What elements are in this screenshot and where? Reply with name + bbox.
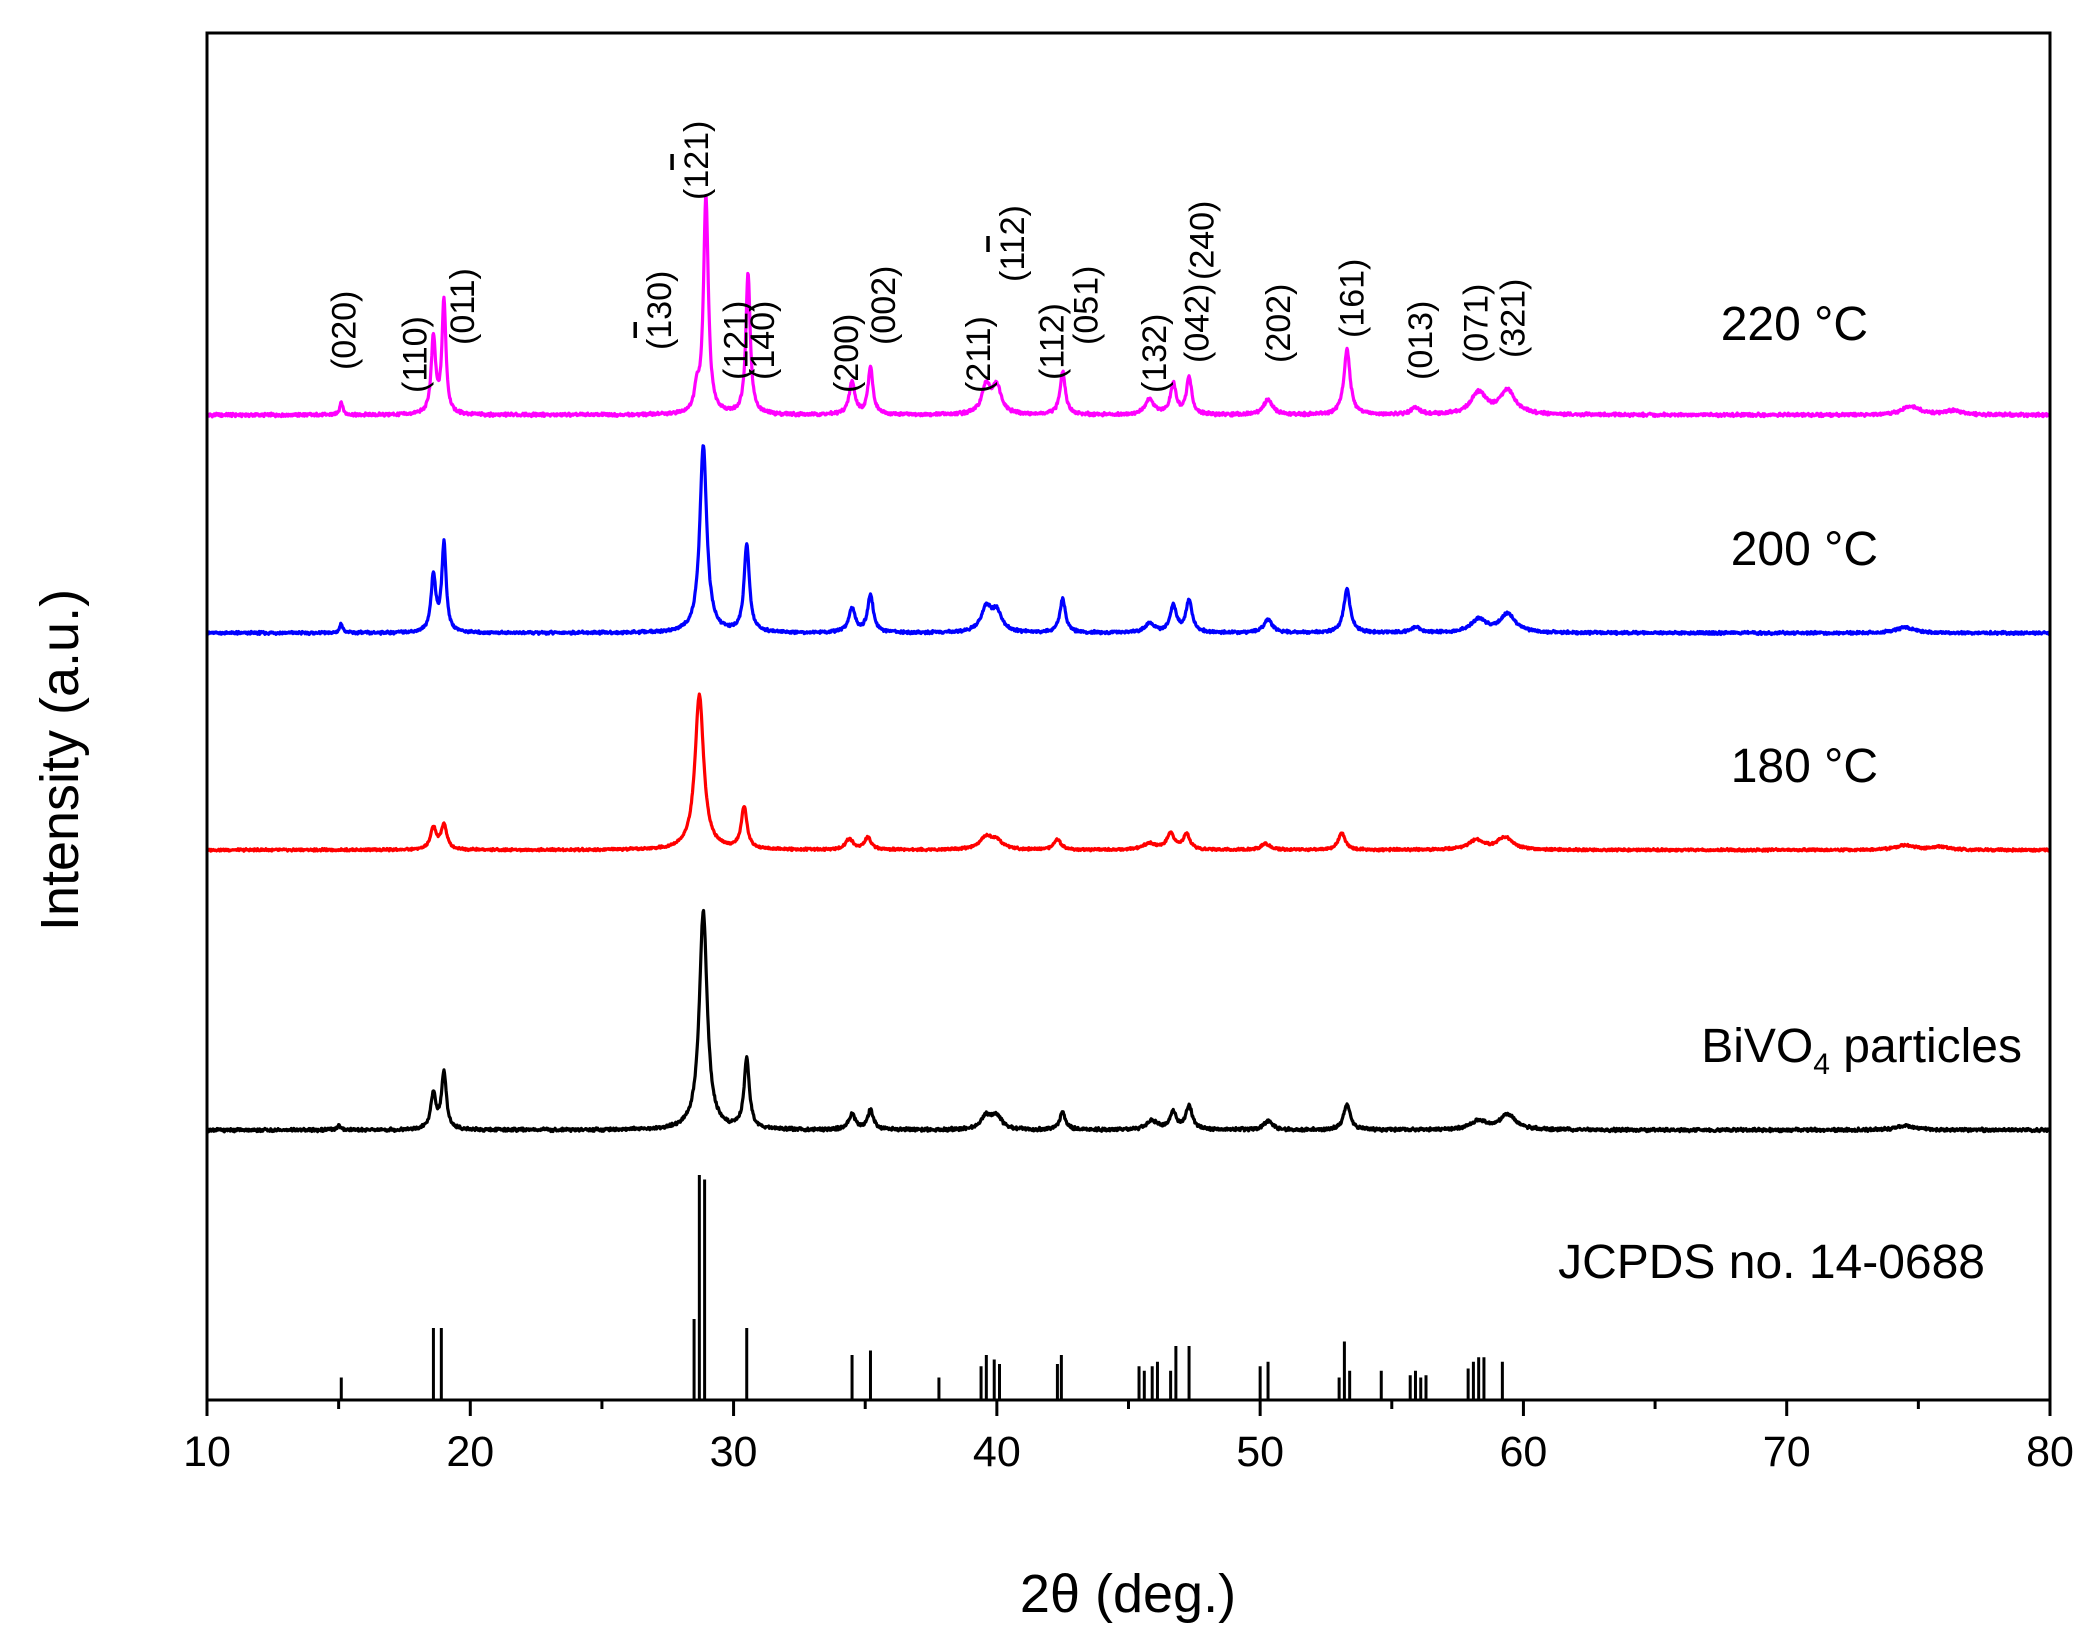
peak-label: (140) (744, 301, 782, 380)
series-layer: 220 °C 200 °C 180 °C BiVO4 particles (205, 194, 2052, 1134)
x-axis: 10 20 30 40 50 60 70 80 (183, 1400, 2074, 1476)
series-4: BiVO4 particles (205, 908, 2052, 1134)
series-label: 200 °C (1731, 523, 1878, 576)
peak-label: (130) (641, 271, 679, 350)
x-axis-title: 2θ (deg.) (1020, 1564, 1236, 1624)
x-tick-label: 10 (183, 1428, 231, 1476)
series-1: 220 °C (205, 194, 2052, 419)
peak-label: (161) (1334, 259, 1372, 338)
peak-label: (020) (325, 291, 363, 370)
peak-label: (042) (1178, 284, 1216, 363)
x-tick-label: 30 (710, 1428, 758, 1476)
series-line (205, 692, 2052, 853)
peak-label: (121) (678, 121, 716, 200)
reference-pattern (339, 1175, 1504, 1400)
peak-label: (112) (1034, 303, 1072, 380)
reference-label: JCPDS no. 14-0688 (1558, 1236, 1985, 1289)
y-axis-title: Intensity (a.u.) (30, 589, 90, 931)
x-tick-label: 50 (1236, 1428, 1284, 1476)
peak-label: (211) (960, 316, 998, 393)
series-label: 220 °C (1721, 298, 1868, 351)
peak-label: (240) (1184, 201, 1222, 280)
peak-label: (013) (1402, 301, 1440, 380)
x-tick-label: 60 (1500, 1428, 1548, 1476)
peak-label: (011) (444, 268, 482, 345)
peak-label: (121) (718, 301, 756, 380)
series-label: BiVO4 particles (1701, 1020, 2022, 1081)
peak-label: (200) (828, 314, 866, 393)
peak-label: (051) (1068, 266, 1106, 345)
peak-label: (110) (396, 316, 434, 393)
series-line (205, 444, 2052, 637)
series-3: 180 °C (205, 692, 2052, 853)
series-line (205, 908, 2052, 1134)
peak-annotations: (020) (110)(011) (130)(121)(121)(140) (200)… (325, 121, 1532, 393)
x-tick-label: 80 (2026, 1428, 2074, 1476)
peak-label: (112) (994, 205, 1032, 282)
peak-label: (002) (865, 266, 903, 345)
series-2: 200 °C (205, 444, 2052, 637)
series-label: 180 °C (1731, 740, 1878, 793)
peak-label: (202) (1260, 284, 1298, 363)
x-tick-label: 20 (446, 1428, 494, 1476)
peak-label: (321) (1494, 279, 1532, 358)
peak-label: (132) (1136, 314, 1174, 393)
x-tick-label: 40 (973, 1428, 1021, 1476)
x-tick-label: 70 (1763, 1428, 1811, 1476)
peak-label: (071) (1457, 284, 1495, 363)
series-line (205, 194, 2052, 419)
